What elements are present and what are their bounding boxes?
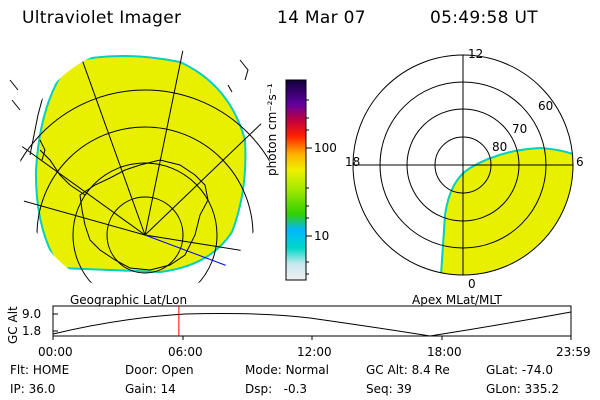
colorbar-tick-100: 100 (314, 141, 337, 155)
status-door: Door: Open (125, 363, 194, 377)
coastline-south-america (24, 49, 46, 161)
altitude-curve (52, 311, 572, 337)
auroral-image-right (438, 146, 573, 275)
timeline-ylabel: GC Alt (6, 306, 20, 344)
timeline-xtick-12: 12:00 (297, 345, 332, 359)
status-mode: Mode: Normal (245, 363, 329, 377)
status-seq: Seq: 39 (366, 382, 412, 396)
mlt-label-0: 0 (468, 277, 476, 291)
instrument-title: Ultraviolet Imager (22, 8, 182, 28)
magnetic-polar-plot (352, 54, 574, 276)
lat-label-70: 70 (512, 122, 528, 136)
timeline-ytick-18: 1.8 (22, 324, 42, 338)
geographic-map (9, 45, 270, 295)
status-glat: GLat: -74.0 (486, 363, 553, 377)
colorbar (285, 79, 312, 281)
coastline-peninsula (39, 149, 86, 196)
timeline-ytick-9: 9.0 (22, 307, 42, 321)
date-label: 14 Mar 07 (277, 8, 366, 28)
status-glon: GLon: 335.2 (486, 382, 559, 396)
status-dsp: Dsp: -0.3 (245, 382, 308, 396)
coastline-islands (9, 59, 249, 111)
status-flt: Flt: HOME (10, 363, 70, 377)
lat-label-80: 80 (492, 140, 508, 154)
mlt-label-18: 18 (345, 155, 361, 169)
timeline-xtick-6: 06:00 (168, 345, 203, 359)
colorbar-unit: photon cm⁻²s⁻¹ (265, 83, 279, 176)
auroral-image-left (34, 55, 247, 274)
coastline-antarctica (79, 159, 209, 271)
timeline-xtick-0: 00:00 (38, 345, 73, 359)
status-gc-alt: GC Alt: 8.4 Re (366, 363, 450, 377)
mlt-label-6: 6 (576, 155, 584, 169)
status-gain: Gain: 14 (125, 382, 176, 396)
time-label: 05:49:58 UT (430, 8, 538, 28)
geographic-label: Geographic Lat/Lon (70, 293, 188, 307)
timeline-xtick-end: 23:59 (556, 345, 591, 359)
apex-label: Apex MLat/MLT (412, 293, 502, 307)
mlt-label-12: 12 (468, 47, 484, 61)
timeline-xtick-18: 18:00 (427, 345, 462, 359)
lat-label-60: 60 (538, 99, 554, 113)
colorbar-tick-10: 10 (314, 229, 330, 243)
status-ip: IP: 36.0 (10, 382, 56, 396)
altitude-timeline (52, 305, 572, 340)
